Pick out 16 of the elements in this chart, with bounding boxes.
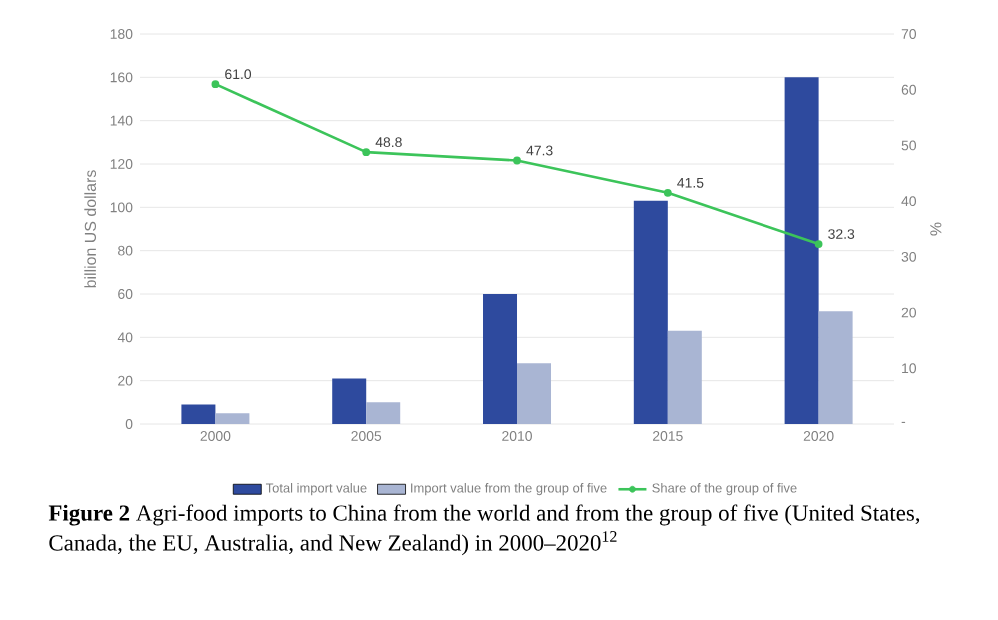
point [663,188,672,197]
point [513,156,521,165]
bar [517,363,552,424]
bar [667,330,702,424]
bar [181,404,216,424]
bar [633,200,668,424]
point [362,148,371,157]
text: Figure 2 Agri-food imports to China from the world and from the group of five (United States, Canada, the EU, Australia, and New Zealand) in 2000–2020$^{12}$ [48,504,920,556]
bar [366,402,401,424]
bar [818,311,853,424]
bar [332,378,367,424]
point [814,240,823,248]
bar [215,413,250,424]
bar [784,77,819,424]
bar [483,294,518,424]
point [211,80,220,89]
